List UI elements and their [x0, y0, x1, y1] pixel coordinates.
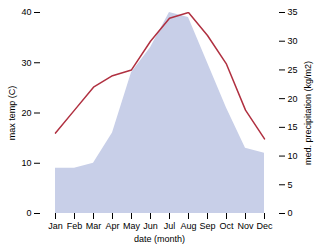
svg-text:25: 25 — [288, 65, 298, 75]
svg-text:0: 0 — [26, 208, 31, 218]
svg-text:Nov: Nov — [237, 221, 254, 231]
svg-text:Jul: Jul — [164, 221, 176, 231]
svg-text:May: May — [123, 221, 141, 231]
svg-text:Oct: Oct — [219, 221, 234, 231]
svg-text:30: 30 — [288, 36, 298, 46]
svg-text:0: 0 — [288, 208, 293, 218]
svg-text:40: 40 — [21, 7, 31, 17]
svg-text:med. precipitation (kg/m2): med. precipitation (kg/m2) — [303, 61, 313, 165]
svg-text:Jun: Jun — [143, 221, 158, 231]
svg-text:Sep: Sep — [199, 221, 215, 231]
svg-text:35: 35 — [288, 7, 298, 17]
svg-text:max temp (C): max temp (C) — [7, 86, 17, 141]
svg-text:Mar: Mar — [86, 221, 102, 231]
svg-text:Apr: Apr — [105, 221, 119, 231]
svg-text:20: 20 — [288, 94, 298, 104]
svg-text:date (month): date (month) — [134, 234, 185, 244]
svg-text:10: 10 — [288, 151, 298, 161]
svg-text:5: 5 — [288, 180, 293, 190]
svg-text:15: 15 — [288, 122, 298, 132]
svg-text:Aug: Aug — [180, 221, 196, 231]
svg-text:Jan: Jan — [48, 221, 63, 231]
svg-text:10: 10 — [21, 158, 31, 168]
svg-text:30: 30 — [21, 58, 31, 68]
svg-text:20: 20 — [21, 108, 31, 118]
svg-text:Feb: Feb — [67, 221, 83, 231]
svg-text:Dec: Dec — [256, 221, 273, 231]
